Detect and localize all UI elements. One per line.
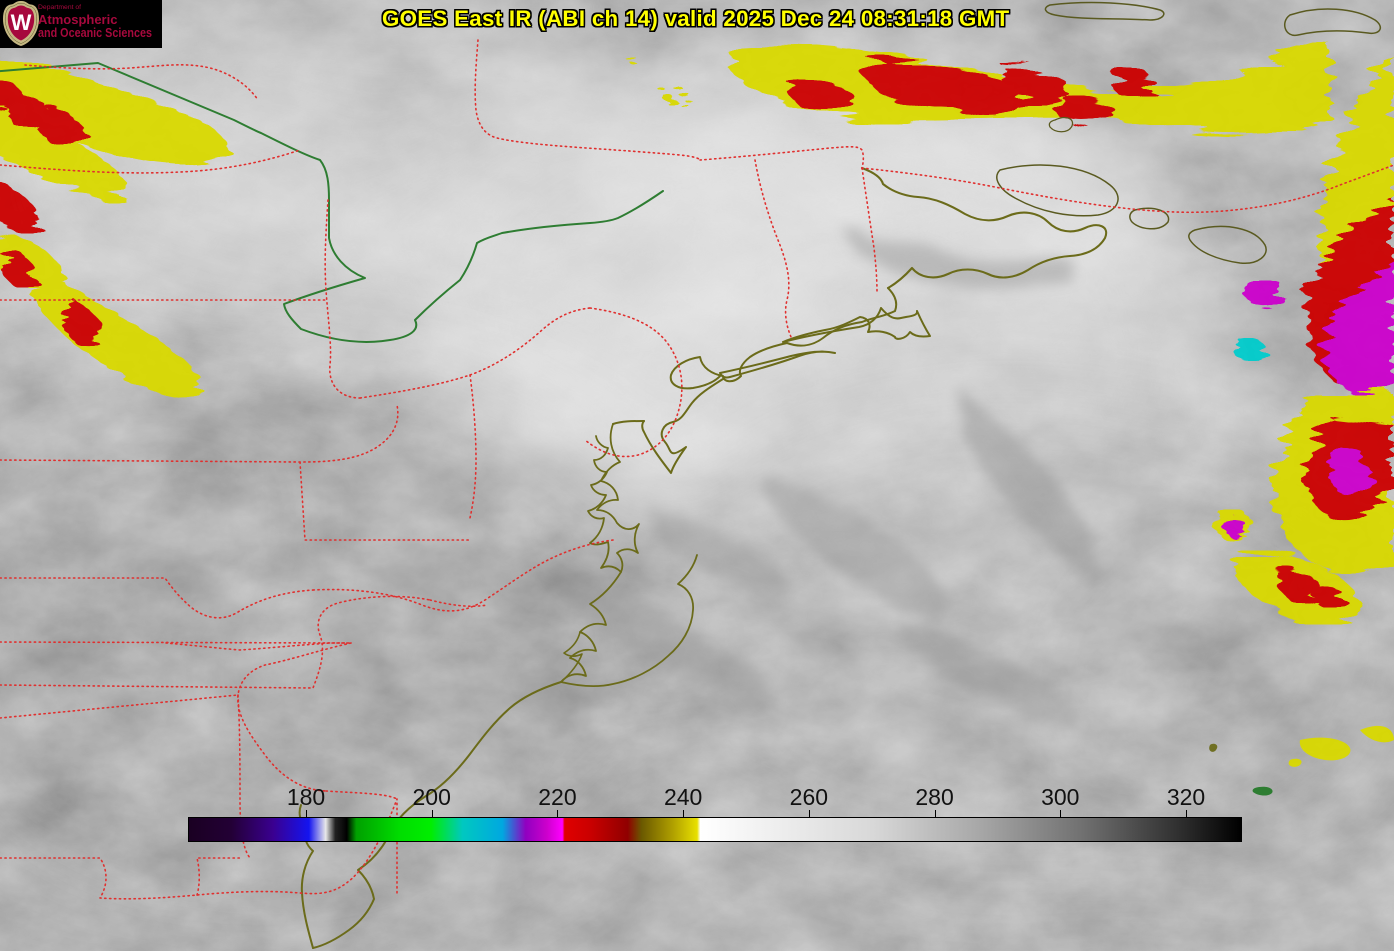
- svg-text:W: W: [11, 10, 32, 35]
